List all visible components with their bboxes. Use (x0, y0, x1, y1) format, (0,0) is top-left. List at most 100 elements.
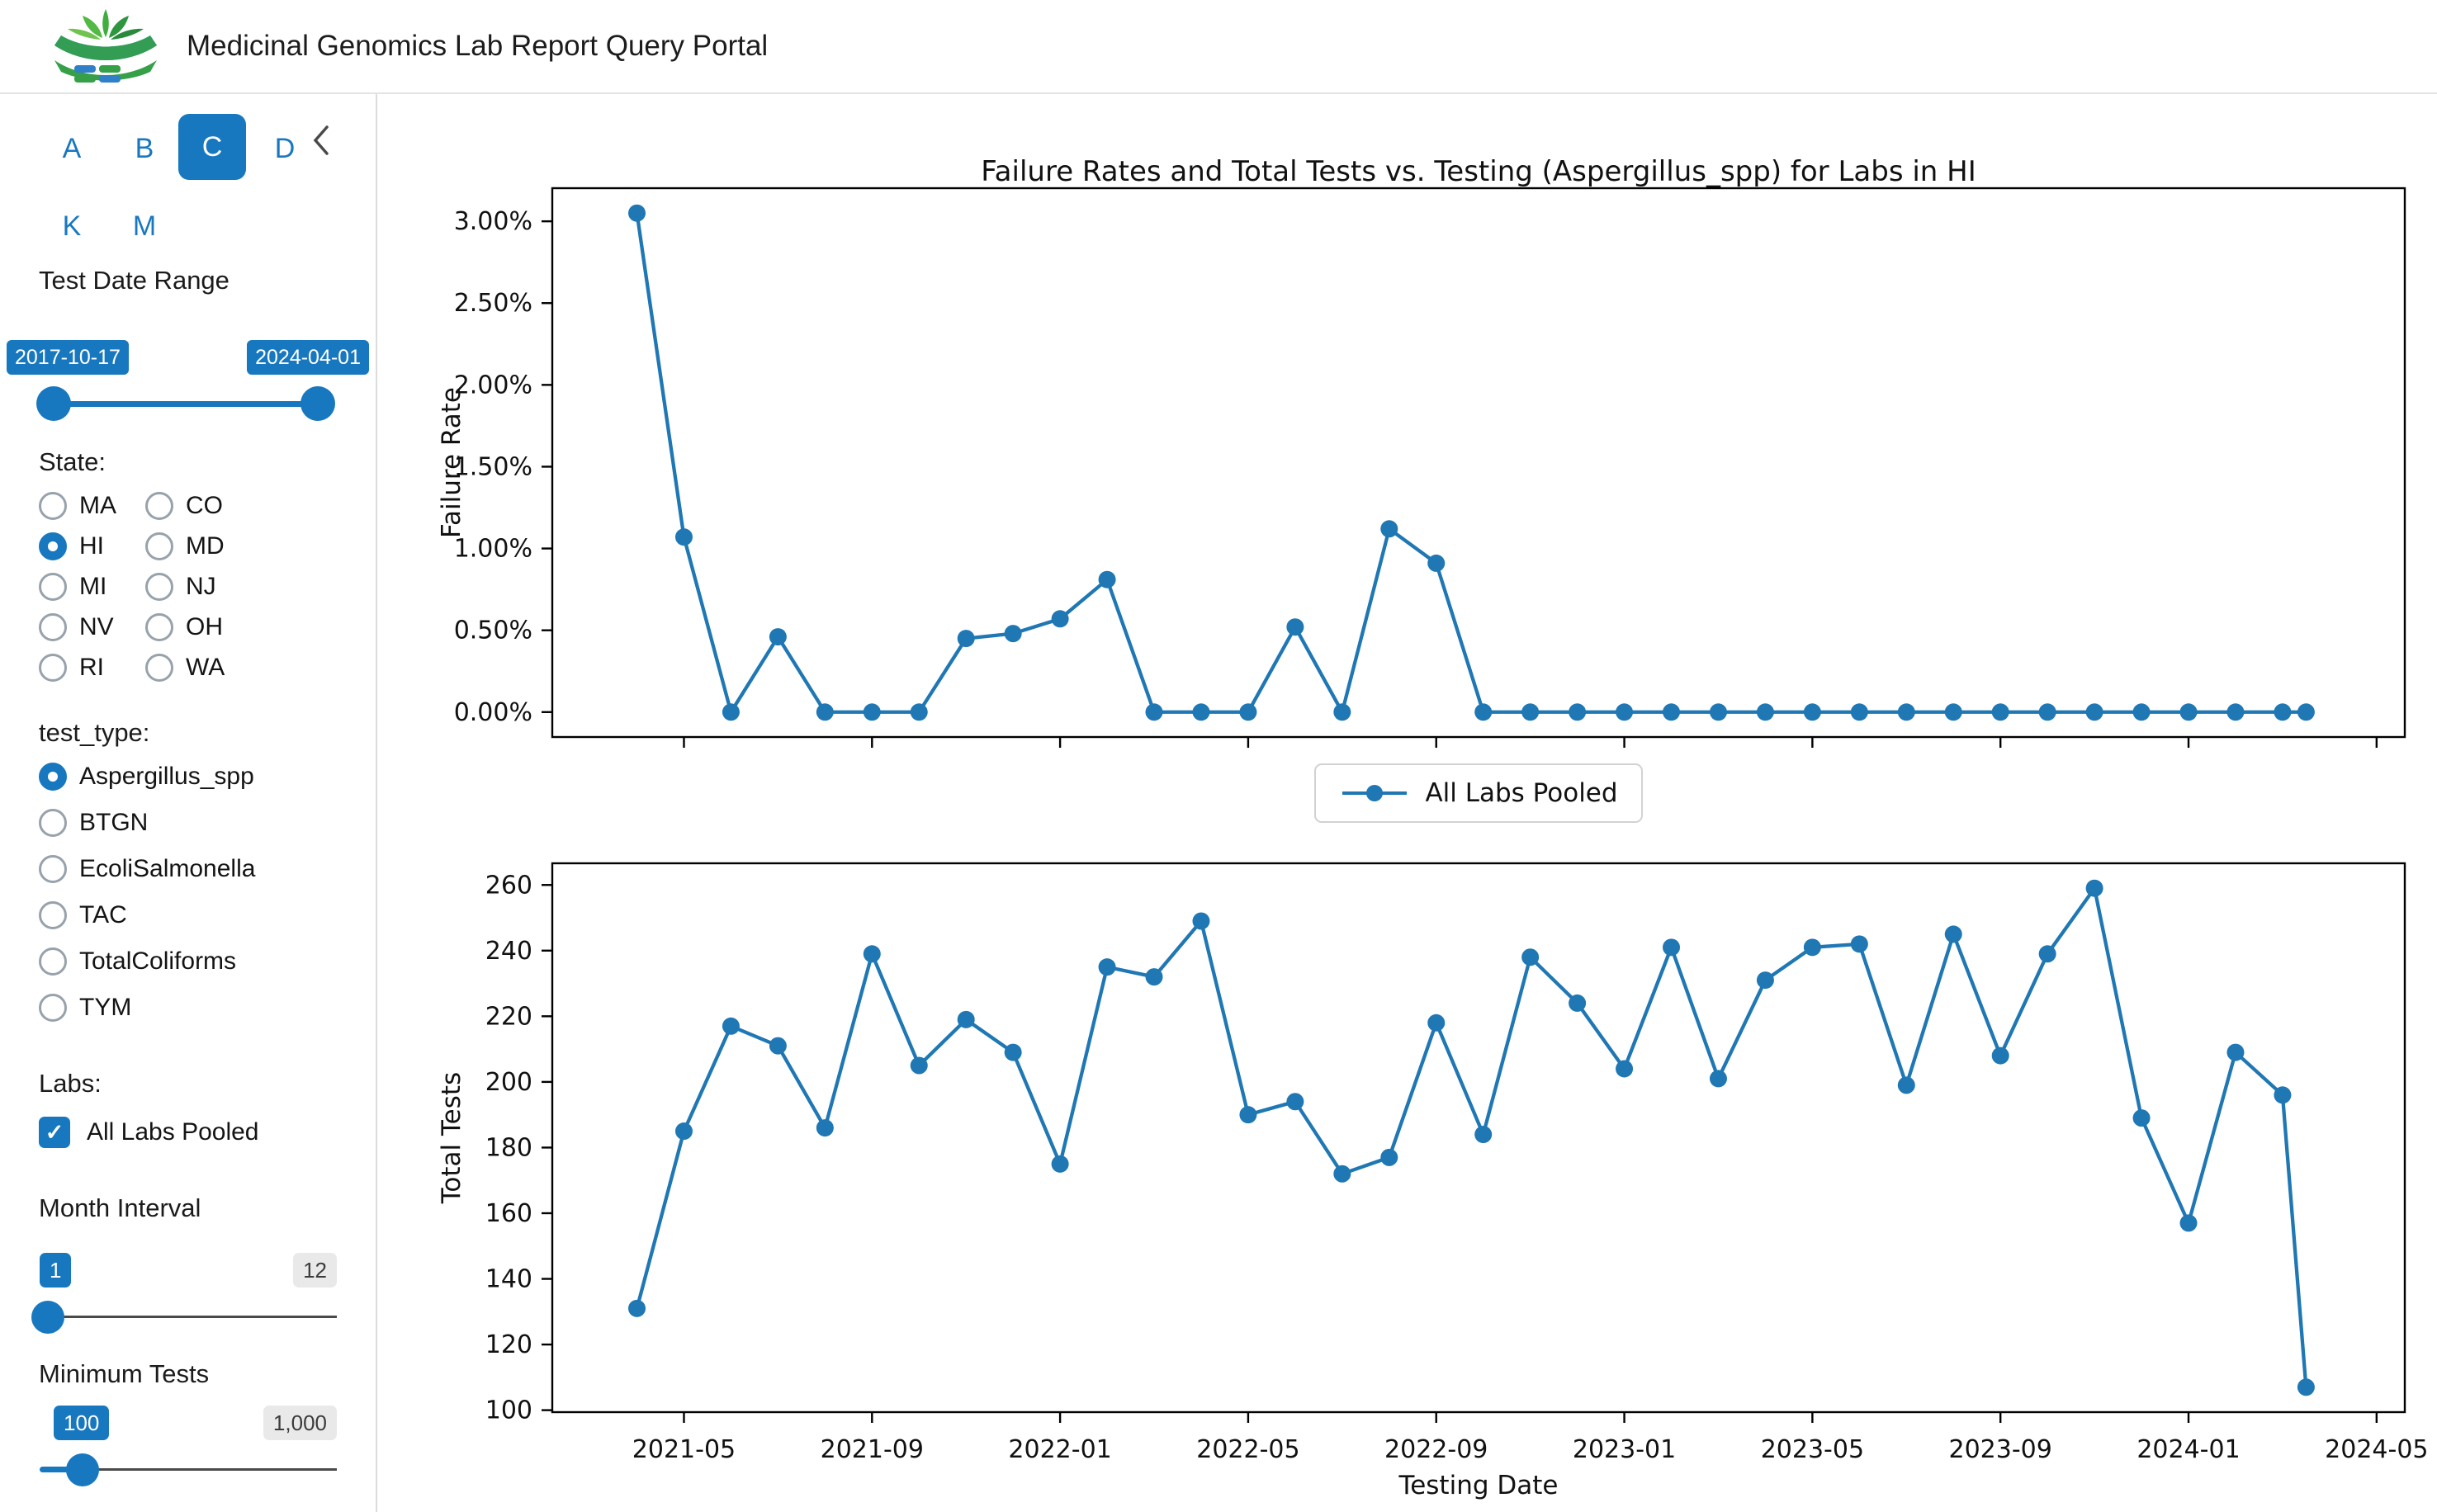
y-tick-label: 100 (485, 1396, 532, 1425)
test-type-option-tac[interactable]: TAC (39, 901, 255, 929)
month-interval-track[interactable] (40, 1316, 337, 1318)
data-point (1616, 703, 1634, 721)
radio-icon[interactable] (145, 654, 173, 682)
x-tick-label: 2024-01 (2137, 1435, 2240, 1464)
y-tick-label: 220 (485, 1002, 532, 1031)
state-heading: State: (39, 447, 106, 476)
state-option-nv[interactable]: NV (39, 613, 145, 641)
data-point (1192, 912, 1210, 930)
data-point (2297, 1378, 2315, 1396)
test-type-option-ecolisalmonella[interactable]: EcoliSalmonella (39, 855, 255, 883)
data-point (1616, 1060, 1634, 1078)
radio-selected-icon[interactable] (39, 532, 67, 560)
radio-option-label: NJ (186, 573, 216, 600)
data-point (863, 703, 881, 721)
letter-button-a[interactable]: A (62, 132, 82, 164)
series-line (635, 886, 2308, 1387)
letter-button-c[interactable]: C (178, 114, 246, 180)
data-point (2179, 703, 2198, 721)
data-point (1897, 703, 1915, 721)
y-tick-label: 200 (485, 1068, 532, 1097)
data-point (1380, 520, 1398, 538)
state-option-wa[interactable]: WA (145, 654, 225, 682)
date-range-end-value: 2024-04-01 (247, 340, 369, 375)
x-tick-label: 2022-05 (1196, 1435, 1299, 1464)
legend-label: All Labs Pooled (1425, 778, 1618, 808)
test-type-option-totalcoliforms[interactable]: TotalColiforms (39, 947, 255, 976)
radio-icon[interactable] (39, 947, 67, 976)
data-point (1333, 703, 1351, 721)
letter-button-b[interactable]: B (135, 132, 154, 164)
minimum-tests-slider: 100 1,000 (40, 1399, 337, 1498)
data-point (1521, 703, 1540, 721)
x-axis-label: Testing Date (1398, 1471, 1559, 1500)
data-point (1004, 1043, 1022, 1061)
radio-icon[interactable] (145, 573, 173, 601)
test-type-heading: test_type: (39, 718, 150, 747)
date-range-start-value: 2017-10-17 (7, 340, 129, 375)
data-point (1709, 703, 1727, 721)
state-option-hi[interactable]: HI (39, 532, 145, 560)
y-tick-label: 3.00% (454, 207, 532, 236)
test-type-option-aspergillus[interactable]: Aspergillus_spp (39, 763, 255, 791)
plot-border (551, 862, 2406, 1414)
radio-selected-icon[interactable] (39, 763, 67, 791)
letter-button-m[interactable]: M (132, 210, 157, 242)
state-option-ma[interactable]: MA (39, 492, 145, 520)
state-option-nj[interactable]: NJ (145, 573, 225, 601)
radio-icon[interactable] (39, 492, 67, 520)
state-option-md[interactable]: MD (145, 532, 225, 560)
labs-checkbox-row[interactable]: ✓ All Labs Pooled (39, 1117, 258, 1148)
radio-icon[interactable] (39, 901, 67, 929)
date-range-handle-end[interactable] (300, 386, 335, 421)
labs-heading: Labs: (39, 1069, 102, 1098)
test-type-option-btgn[interactable]: BTGN (39, 809, 255, 837)
y-tick-label: 1.50% (454, 452, 532, 481)
minimum-tests-track[interactable] (83, 1468, 337, 1471)
month-interval-handle[interactable] (31, 1301, 64, 1334)
data-point (1427, 554, 1446, 572)
data-point (1663, 938, 1681, 957)
state-option-oh[interactable]: OH (145, 613, 225, 641)
data-point (2274, 703, 2292, 721)
radio-option-label: CO (186, 492, 223, 519)
letter-button-k[interactable]: K (62, 210, 82, 242)
radio-icon[interactable] (145, 613, 173, 641)
radio-icon[interactable] (39, 613, 67, 641)
radio-option-label: TAC (79, 901, 127, 928)
date-range-track[interactable] (36, 386, 335, 421)
data-point (628, 1299, 646, 1317)
data-point (910, 1056, 928, 1075)
legend-box[interactable]: All Labs Pooled (1314, 763, 1643, 823)
test-type-option-tym[interactable]: TYM (39, 994, 255, 1022)
letter-button-d[interactable]: D (274, 132, 296, 164)
app-header: Medicinal Genomics Lab Report Query Port… (0, 0, 2437, 94)
minimum-tests-track-filled[interactable] (40, 1467, 83, 1472)
state-option-mi[interactable]: MI (39, 573, 145, 601)
data-point (1991, 1047, 2009, 1065)
series-line (635, 212, 2307, 714)
data-point (863, 945, 881, 963)
state-option-ri[interactable]: RI (39, 654, 145, 682)
radio-icon[interactable] (145, 492, 173, 520)
letter-filter-group: A B C D K M (0, 114, 376, 279)
minimum-tests-handle[interactable] (66, 1453, 99, 1486)
radio-icon[interactable] (39, 809, 67, 837)
data-point (816, 1119, 834, 1137)
radio-icon[interactable] (39, 573, 67, 601)
month-interval-current-value: 1 (40, 1253, 72, 1288)
radio-icon[interactable] (145, 532, 173, 560)
legend-line-marker-icon (1342, 785, 1408, 801)
plot-border (551, 187, 2406, 739)
radio-icon[interactable] (39, 654, 67, 682)
data-point (674, 1122, 693, 1141)
data-point (957, 630, 975, 648)
radio-icon[interactable] (39, 994, 67, 1022)
state-option-co[interactable]: CO (145, 492, 225, 520)
date-range-handle-start[interactable] (36, 386, 71, 421)
data-point (2226, 703, 2245, 721)
radio-icon[interactable] (39, 855, 67, 883)
checkbox-checked-icon[interactable]: ✓ (39, 1117, 70, 1148)
chevron-left-icon[interactable] (309, 122, 334, 158)
